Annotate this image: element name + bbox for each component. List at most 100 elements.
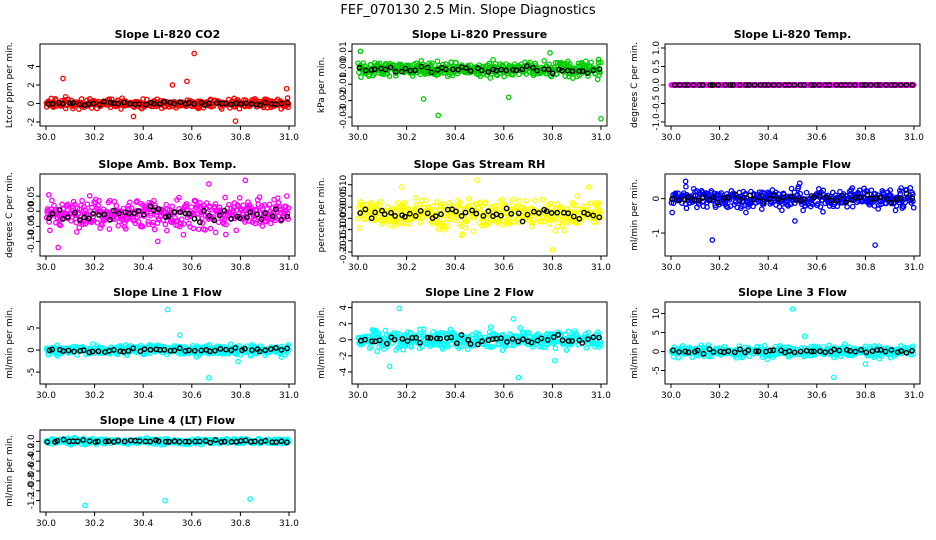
outlier-point	[247, 496, 253, 502]
reference-point	[862, 82, 869, 88]
panel-title: Slope Line 3 Flow	[738, 286, 847, 299]
reference-point	[272, 206, 279, 213]
reference-point	[751, 82, 758, 88]
x-tick-label: 30.2	[397, 133, 417, 143]
reference-point	[228, 347, 235, 354]
reference-point	[381, 211, 388, 218]
x-tick-label: 30.4	[445, 133, 465, 143]
reference-point	[859, 82, 865, 88]
data-point	[910, 198, 916, 205]
reference-point	[467, 68, 474, 74]
x-tick-label: 30.4	[758, 391, 778, 401]
reference-point	[730, 82, 736, 88]
data-point	[597, 209, 603, 215]
reference-point	[715, 82, 722, 88]
reference-point	[107, 99, 114, 106]
data-point	[582, 58, 589, 65]
x-tick-label: 30.6	[182, 133, 202, 143]
data-point	[360, 60, 367, 66]
reference-point	[503, 205, 510, 212]
reference-point	[402, 65, 409, 72]
reference-point	[536, 210, 542, 216]
data-point	[248, 204, 254, 210]
reference-point	[135, 208, 142, 214]
outlier-point	[420, 96, 427, 102]
y-tick-label: 0.0	[652, 78, 662, 93]
reference-point	[433, 335, 440, 342]
x-tick-label: 31.0	[279, 391, 299, 401]
reference-point	[530, 64, 536, 71]
reference-point	[519, 66, 526, 73]
data-point	[285, 436, 291, 443]
reference-point	[273, 344, 279, 351]
panel-title: Slope Li-820 Pressure	[412, 28, 547, 41]
data-point	[718, 190, 725, 196]
reference-point	[877, 194, 884, 201]
reference-point	[237, 101, 244, 107]
y-tick-label: 0.5	[652, 59, 662, 73]
x-tick-label: 31.0	[904, 391, 924, 401]
data-point	[438, 70, 445, 76]
reference-point	[399, 335, 406, 342]
reference-point	[736, 197, 743, 204]
reference-point	[60, 348, 67, 354]
reference-point	[71, 348, 78, 355]
reference-point	[584, 211, 591, 218]
data-point	[236, 194, 243, 201]
data-point	[562, 73, 569, 79]
data-point	[844, 203, 850, 210]
reference-point	[206, 212, 213, 219]
reference-point	[721, 194, 728, 201]
y-tick-label: -0.02	[339, 89, 349, 112]
outlier-point	[184, 78, 190, 85]
reference-point	[565, 210, 572, 217]
reference-point	[513, 67, 520, 74]
data-point	[358, 74, 364, 81]
reference-point	[676, 349, 682, 355]
reference-point	[107, 216, 113, 223]
data-point	[378, 198, 384, 205]
reference-point	[60, 215, 66, 222]
x-tick-label: 30.2	[85, 391, 105, 401]
reference-point	[136, 438, 143, 444]
data-point	[168, 209, 175, 215]
reference-point	[833, 197, 840, 204]
reference-point	[256, 348, 263, 355]
data-point	[516, 71, 522, 78]
data-point	[438, 332, 444, 339]
y-tick-label: -0.5	[652, 95, 662, 113]
y-axis-label: Ltcor ppm per min.	[5, 42, 15, 128]
x-tick-label: 30.0	[661, 263, 681, 273]
data-point	[683, 183, 689, 190]
reference-point	[96, 101, 103, 108]
outlier-point	[154, 238, 161, 245]
reference-point	[828, 197, 835, 204]
reference-point	[863, 349, 870, 356]
reference-point	[92, 439, 99, 445]
reference-point	[242, 437, 249, 444]
data-point	[769, 354, 776, 360]
reference-point	[67, 100, 73, 107]
reference-point	[897, 82, 904, 88]
reference-point	[724, 194, 731, 201]
reference-point	[737, 346, 743, 353]
x-tick-label: 30.8	[855, 263, 875, 273]
reference-point	[736, 82, 743, 88]
x-tick-label: 30.0	[348, 133, 368, 143]
data-point	[499, 196, 506, 203]
data-point	[266, 201, 273, 208]
data-point	[477, 73, 484, 80]
x-tick-label: 30.6	[807, 133, 827, 143]
reference-point	[241, 345, 248, 352]
data-point	[849, 203, 856, 210]
data-point	[402, 342, 409, 349]
reference-point	[243, 100, 249, 107]
data-point	[569, 75, 576, 81]
data-point	[45, 191, 52, 198]
outlier-point	[130, 113, 137, 120]
reference-point	[96, 212, 102, 218]
reference-point	[685, 194, 692, 201]
reference-point	[699, 82, 706, 88]
data-point	[482, 199, 489, 206]
